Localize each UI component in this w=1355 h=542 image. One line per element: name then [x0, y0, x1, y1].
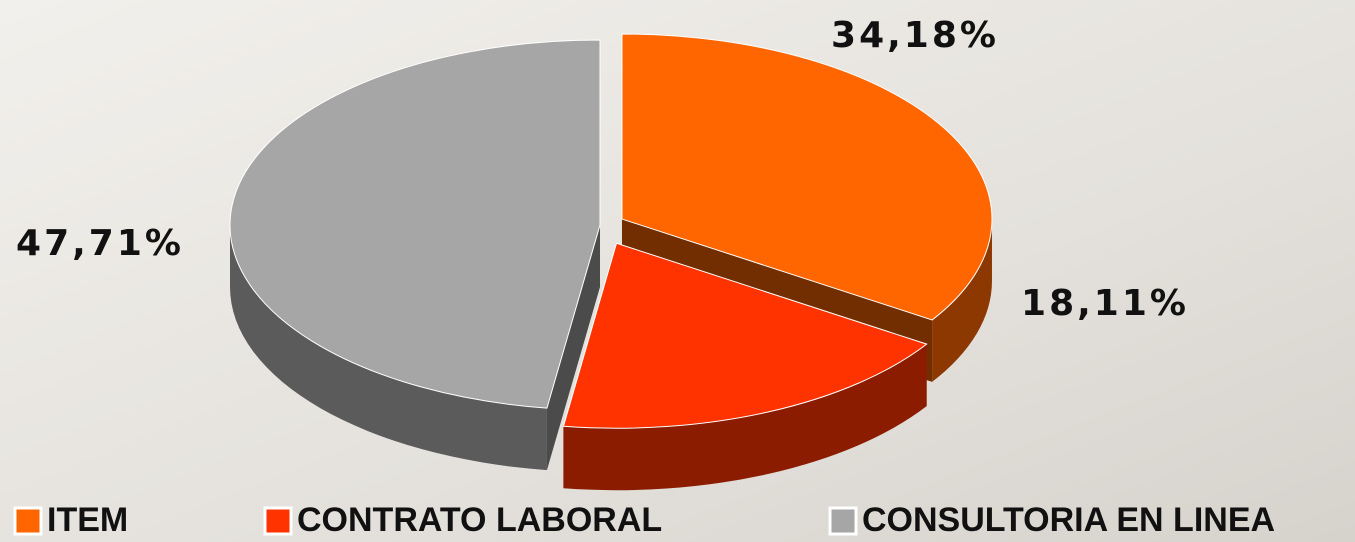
value-label: 18,11% — [1021, 283, 1189, 324]
value-label: 34,18% — [831, 15, 999, 56]
legend-label: CONSULTORIA EN LINEA — [862, 501, 1275, 539]
value-label: 47,71% — [16, 223, 184, 264]
chart: 34,18% 18,11% 47,71% ITEM CONTRATO LABORAL C… — [0, 0, 1355, 542]
legend-swatch — [265, 508, 291, 534]
legend-swatch — [15, 508, 41, 534]
legend-label: CONTRATO LABORAL — [297, 501, 662, 539]
legend-label: ITEM — [47, 501, 128, 539]
legend-swatch — [830, 508, 856, 534]
